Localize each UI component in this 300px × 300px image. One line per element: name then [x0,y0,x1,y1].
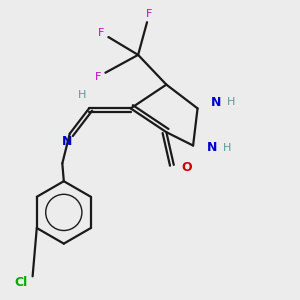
Text: H: H [223,143,231,153]
Text: O: O [181,161,192,174]
Text: F: F [95,72,101,82]
Text: N: N [206,141,217,154]
Text: N: N [61,136,72,148]
Text: H: H [227,98,236,107]
Text: F: F [98,28,104,38]
Text: H: H [77,90,86,100]
Text: F: F [146,9,152,19]
Text: N: N [211,96,221,109]
Text: Cl: Cl [14,276,27,289]
